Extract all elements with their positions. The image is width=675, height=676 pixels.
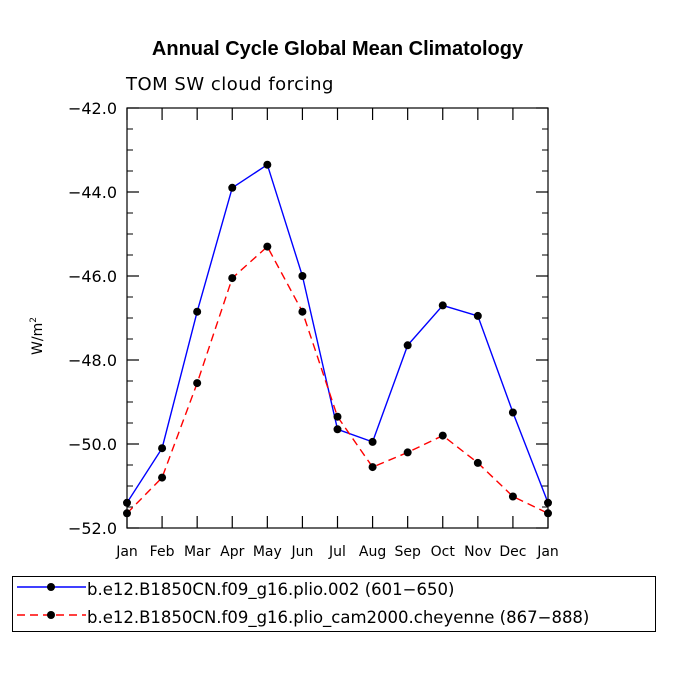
y-axis-label-text: W/m <box>30 323 46 355</box>
x-ticks <box>126 108 549 528</box>
legend-label-series-1: b.e12.B1850CN.f09_g16.plio.002 (601−650) <box>87 580 455 599</box>
x-tick-label: Dec <box>499 544 526 560</box>
x-tick-label: Apr <box>220 544 244 560</box>
series-1-line <box>126 163 549 504</box>
series-1-point <box>333 425 342 434</box>
plot-frame <box>126 107 549 529</box>
x-tick-label: Jul <box>328 544 346 560</box>
series-1-point <box>403 341 412 350</box>
x-tick-label: Oct <box>431 544 456 560</box>
series-2-line <box>126 245 549 514</box>
y-tick-label: −46.0 <box>68 267 117 286</box>
series-1-point <box>368 437 377 446</box>
x-tick-labels: Jan Feb Mar Apr May Jun Jul Aug Sep Oct Nov Dec Jan <box>115 544 559 560</box>
chart-title: Annual Cycle Global Mean Climatology <box>151 38 524 60</box>
chart-subtitle: TOM SW cloud forcing <box>126 74 334 95</box>
x-tick-label: Feb <box>150 544 175 560</box>
legend-label-series-2: b.e12.B1850CN.f09_g16.plio_cam2000.cheye… <box>87 608 590 627</box>
y-tick-label: −44.0 <box>68 183 117 202</box>
series-2-point <box>438 431 447 440</box>
x-tick-label: Jan <box>115 544 138 560</box>
series-1-point <box>228 183 237 192</box>
y-ticks <box>127 107 548 529</box>
y-tick-label: −50.0 <box>68 435 117 454</box>
series-1-point <box>193 307 202 316</box>
series-2-point <box>508 492 517 501</box>
series-1-point <box>263 160 272 169</box>
y-tick-label: −42.0 <box>68 99 117 118</box>
series-2-point <box>473 458 482 467</box>
y-tick-labels: −42.0 −44.0 −46.0 −48.0 −50.0 −52.0 <box>68 99 117 538</box>
series-1-point <box>438 301 447 310</box>
x-tick-label: Nov <box>464 544 491 560</box>
y-tick-label: −52.0 <box>68 519 117 538</box>
series-group <box>123 160 552 518</box>
series-2-point <box>333 412 342 421</box>
series-1-point <box>298 272 307 280</box>
y-minor-ticks <box>127 107 548 529</box>
x-tick-label: Jan <box>536 544 559 560</box>
y-axis-label: W/m2 <box>29 317 46 355</box>
series-2-point <box>263 242 272 251</box>
series-1-point <box>473 311 482 320</box>
series-2-point <box>158 473 167 482</box>
series-2-point <box>298 307 307 316</box>
x-tick-label: May <box>253 544 282 560</box>
x-tick-label: Mar <box>184 544 211 560</box>
legend-marker-series-2 <box>47 611 55 619</box>
series-2-point <box>403 448 412 457</box>
series-2-point <box>368 463 377 472</box>
legend-marker-series-1 <box>47 583 55 591</box>
series-1-point <box>158 444 167 453</box>
x-tick-label: Aug <box>359 544 386 560</box>
legend <box>12 576 656 632</box>
legend-symbols <box>17 583 86 619</box>
series-1-point <box>508 408 517 417</box>
y-axis-label-sup: 2 <box>29 317 39 323</box>
series-2-point <box>228 274 237 283</box>
series-2-point <box>193 379 202 388</box>
x-tick-label: Sep <box>394 544 421 560</box>
y-tick-label: −48.0 <box>68 351 117 370</box>
x-tick-label: Jun <box>290 544 313 560</box>
